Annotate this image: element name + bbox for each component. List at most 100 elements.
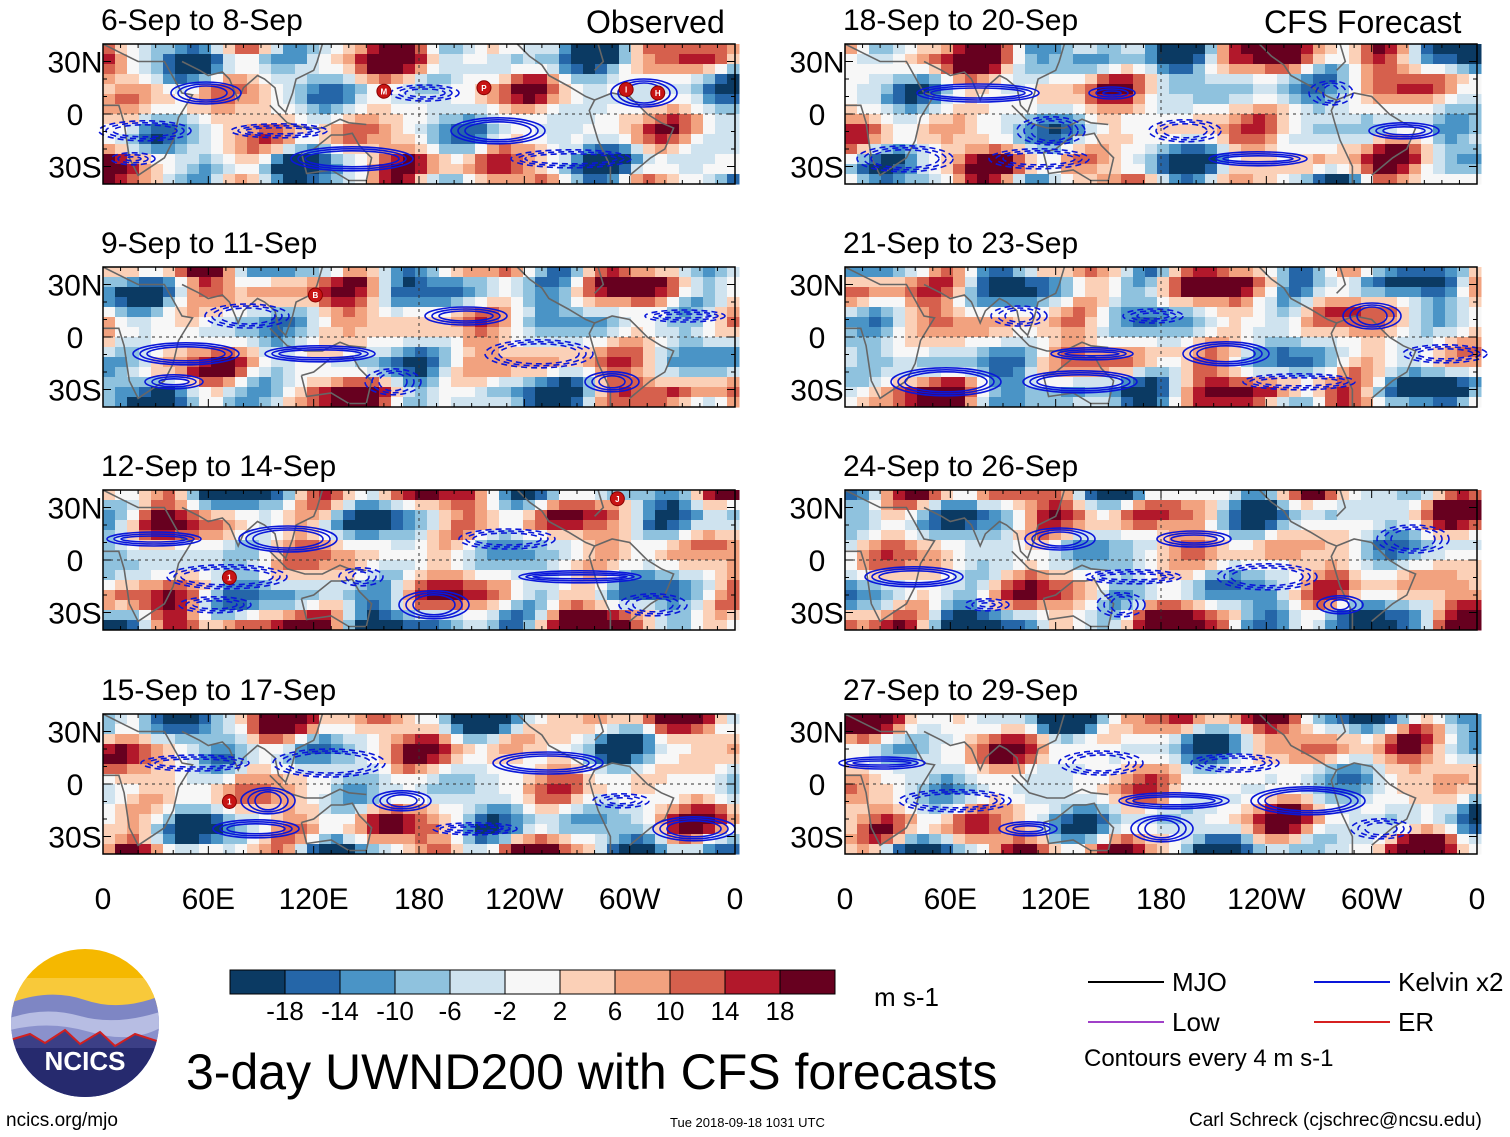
heat-cell: [1445, 114, 1458, 125]
heat-cell: [511, 804, 524, 815]
heat-cell: [559, 74, 572, 85]
heat-cell: [655, 490, 668, 501]
heat-cell: [211, 794, 224, 805]
heat-cell: [499, 714, 512, 725]
heat-cell: [559, 134, 572, 145]
heat-cell: [1121, 317, 1134, 328]
heat-cell: [343, 134, 356, 145]
heat-cell: [977, 297, 990, 308]
heat-cell: [1157, 64, 1170, 75]
heat-cell: [163, 387, 176, 398]
heat-cell: [283, 154, 296, 165]
heat-cell: [1289, 317, 1302, 328]
heat-cell: [103, 94, 116, 105]
heat-cell: [439, 174, 452, 185]
heat-cell: [487, 610, 500, 621]
heat-cell: [343, 287, 356, 298]
heat-cell: [845, 357, 858, 368]
heat-cell: [1037, 307, 1050, 318]
heat-cell: [379, 337, 392, 348]
heat-cell: [559, 104, 572, 115]
footer-url[interactable]: ncics.org/mjo: [6, 1110, 118, 1131]
heat-cell: [1349, 94, 1362, 105]
heat-cell: [355, 54, 368, 65]
heat-cell: [583, 317, 596, 328]
heat-cell: [247, 154, 260, 165]
heat-cell: [1421, 174, 1434, 185]
heat-cell: [187, 610, 200, 621]
heat-cell: [127, 714, 140, 725]
heat-cell: [499, 570, 512, 581]
heat-cell: [595, 277, 608, 288]
heat-cell: [103, 74, 116, 85]
heat-cell: [1397, 327, 1410, 338]
heat-cell: [475, 44, 488, 55]
heat-cell: [319, 834, 332, 845]
heat-cell: [151, 734, 164, 745]
heat-cell: [319, 84, 332, 95]
heat-cell: [283, 277, 296, 288]
heat-cell: [1349, 114, 1362, 125]
heat-cell: [163, 844, 176, 855]
heat-cell: [953, 337, 966, 348]
heat-cell: [247, 610, 260, 621]
heat-cell: [1397, 297, 1410, 308]
heat-cell: [427, 337, 440, 348]
heat-cell: [475, 94, 488, 105]
heat-cell: [845, 307, 858, 318]
heat-cell: [175, 804, 188, 815]
heat-cell: [1145, 277, 1158, 288]
heat-cell: [427, 714, 440, 725]
heat-cell: [703, 317, 716, 328]
heat-cell: [607, 174, 620, 185]
heat-cell: [1097, 327, 1110, 338]
kelvin-contour: [144, 373, 204, 390]
heat-cell: [619, 560, 632, 571]
heat-cell: [331, 610, 344, 621]
storm-letter: M: [381, 87, 388, 96]
heat-cell: [559, 54, 572, 65]
heat-cell: [103, 287, 116, 298]
heat-cell: [667, 580, 680, 591]
heat-cell: [1073, 94, 1086, 105]
heat-cell: [881, 277, 894, 288]
y-tick-label: 30S: [48, 822, 101, 855]
heat-cell: [1037, 297, 1050, 308]
heat-cell: [211, 550, 224, 561]
coastline: [1258, 43, 1354, 184]
heat-cell: [607, 124, 620, 135]
heat-cell: [247, 104, 260, 115]
heat-cell: [715, 774, 728, 785]
heat-cell: [103, 744, 116, 755]
heat-cell: [115, 744, 128, 755]
heat-cell: [343, 297, 356, 308]
heat-cell: [703, 287, 716, 298]
heat-cell: [1193, 347, 1206, 358]
heat-cell: [1469, 114, 1482, 125]
heat-cell: [211, 387, 224, 398]
heat-cell: [139, 490, 152, 501]
heat-cell: [535, 814, 548, 825]
heat-cell: [127, 44, 140, 55]
heat-cell: [881, 64, 894, 75]
heat-cell: [511, 500, 524, 511]
heat-cell: [1289, 144, 1302, 155]
heat-cell: [893, 267, 906, 278]
heat-cell: [1313, 74, 1326, 85]
heat-cell: [1421, 114, 1434, 125]
heat-cell: [857, 44, 870, 55]
heat-cell: [463, 154, 476, 165]
heat-cell: [403, 154, 416, 165]
heat-cell: [319, 570, 332, 581]
heat-cell: [953, 84, 966, 95]
heat-cell: [1409, 297, 1422, 308]
heat-cell: [571, 317, 584, 328]
heat-cell: [595, 134, 608, 145]
heat-cell: [679, 510, 692, 521]
heat-cell: [403, 560, 416, 571]
heat-cell: [259, 560, 272, 571]
heat-cell: [917, 297, 930, 308]
heat-cell: [187, 520, 200, 531]
heat-cell: [331, 550, 344, 561]
heat-cell: [667, 307, 680, 318]
